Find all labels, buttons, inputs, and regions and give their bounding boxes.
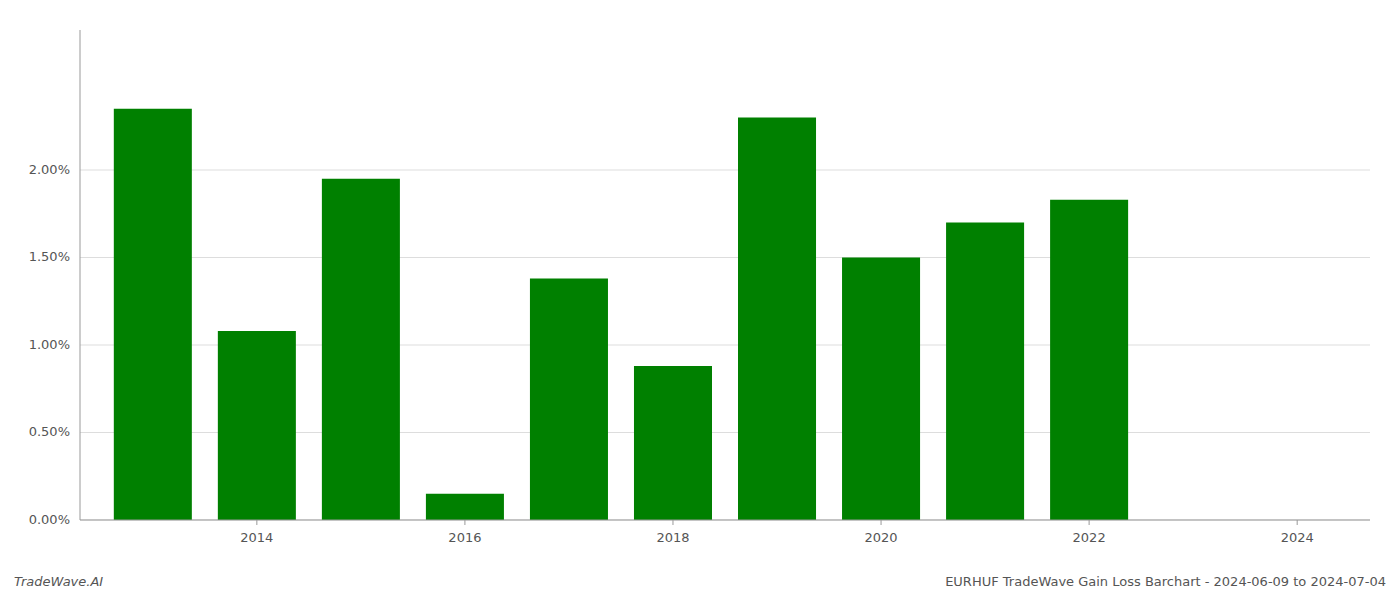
x-tick-label: 2014	[240, 530, 273, 545]
bar	[218, 331, 296, 520]
grid-line	[80, 170, 1370, 171]
y-tick-label: 2.00%	[29, 162, 70, 177]
footer: TradeWave.AI EURHUF TradeWave Gain Loss B…	[14, 574, 1386, 589]
chart-container: 0.00% 0.50% 1.00% 1.50% 2.00% 2014 2016 2018 202…	[0, 0, 1400, 600]
bar	[1050, 200, 1128, 520]
x-tick	[1089, 520, 1090, 525]
x-axis-line	[80, 520, 1370, 521]
footer-left: TradeWave.AI	[14, 574, 103, 589]
y-tick-label: 0.50%	[29, 424, 70, 439]
grid	[80, 170, 1370, 520]
y-tick-label: 0.00%	[29, 512, 70, 527]
x-tick-label: 2022	[1073, 530, 1106, 545]
bar	[114, 109, 192, 520]
y-tick-label: 1.00%	[29, 337, 70, 352]
bar	[426, 494, 504, 520]
bar	[530, 279, 608, 521]
y-axis-line	[80, 30, 81, 520]
bar	[738, 118, 816, 521]
grid-line	[80, 520, 1370, 521]
y-axis: 0.00% 0.50% 1.00% 1.50% 2.00%	[29, 30, 80, 527]
bar	[322, 179, 400, 520]
y-tick-label: 1.50%	[29, 249, 70, 264]
x-tick	[464, 520, 465, 525]
x-tick-label: 2020	[865, 530, 898, 545]
x-tick-label: 2016	[448, 530, 481, 545]
x-tick	[672, 520, 673, 525]
x-tick-label: 2024	[1281, 530, 1314, 545]
x-tick	[881, 520, 882, 525]
x-tick	[256, 520, 257, 525]
bars	[114, 109, 1128, 520]
x-axis: 2014 2016 2018 2020 2022 2024	[80, 520, 1370, 545]
x-tick	[1297, 520, 1298, 525]
grid-line	[80, 257, 1370, 258]
x-tick-label: 2018	[656, 530, 689, 545]
chart-svg: 0.00% 0.50% 1.00% 1.50% 2.00% 2014 2016 2018 202…	[0, 0, 1400, 600]
bar	[946, 223, 1024, 521]
bar	[634, 366, 712, 520]
bar	[842, 258, 920, 521]
footer-right: EURHUF TradeWave Gain Loss Barchart - 20…	[945, 574, 1386, 589]
